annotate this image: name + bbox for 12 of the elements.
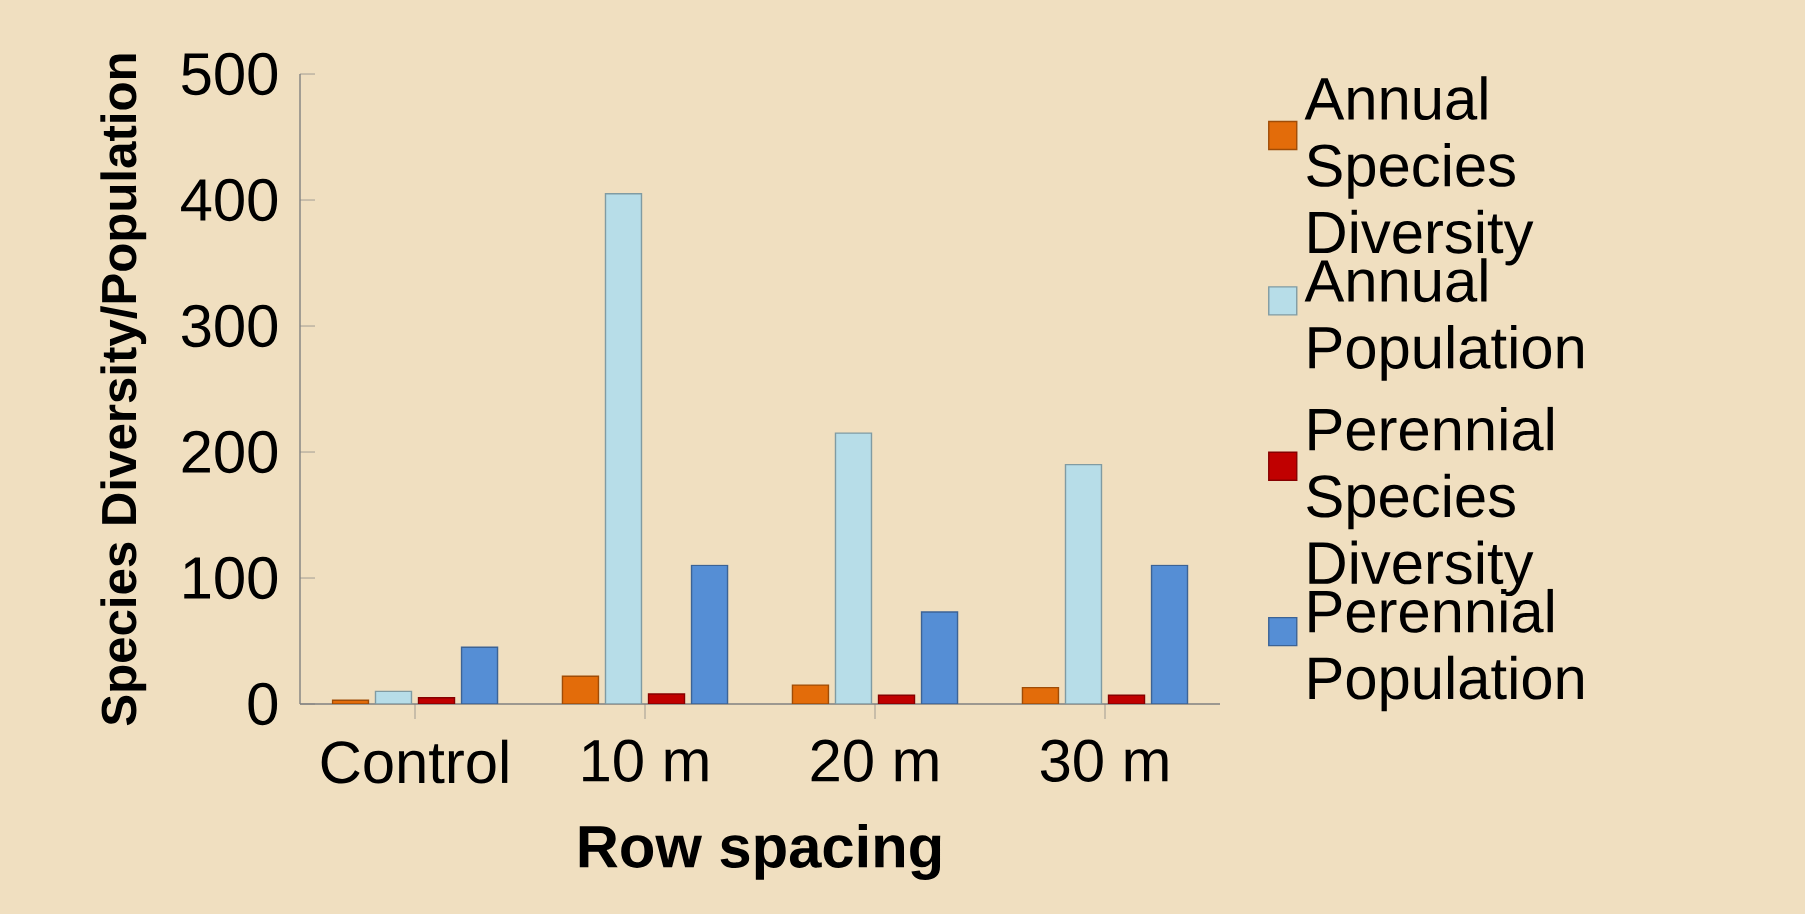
- y-tick-label: 200: [182, 430, 278, 474]
- y-tick-label: 0: [248, 682, 278, 726]
- x-axis-title: Row spacing: [579, 824, 941, 881]
- x-tick-label: Control: [321, 739, 508, 784]
- x-tick-label: 10 m: [583, 739, 708, 782]
- y-tick-label: 300: [181, 304, 278, 348]
- y-tick-label: 500: [182, 52, 278, 96]
- x-tick-label: 30 m: [1040, 739, 1168, 782]
- y-tick-label: 400: [181, 178, 278, 222]
- y-axis-title: Species Diversity/Population: [100, 54, 147, 726]
- y-tick-label: 100: [184, 556, 278, 600]
- x-tick-label: 20 m: [811, 739, 938, 782]
